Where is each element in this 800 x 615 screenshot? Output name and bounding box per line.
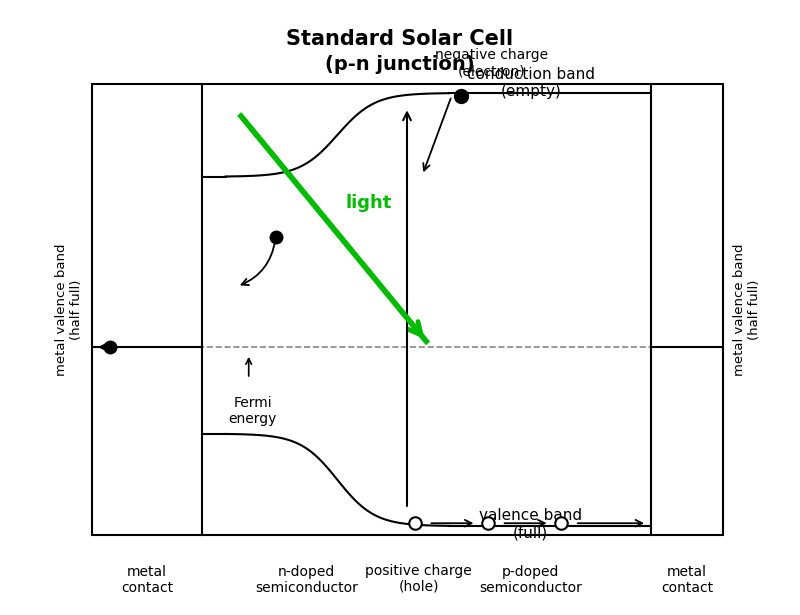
Text: n-doped
semiconductor: n-doped semiconductor bbox=[255, 565, 358, 595]
Text: conduction band
(empty): conduction band (empty) bbox=[467, 66, 595, 99]
Text: Fermi
energy: Fermi energy bbox=[228, 396, 277, 426]
Text: positive charge
(hole): positive charge (hole) bbox=[365, 564, 472, 594]
Text: metal valence band
(half full): metal valence band (half full) bbox=[733, 244, 761, 376]
Text: metal
contact: metal contact bbox=[661, 565, 713, 595]
Text: metal valence band
(half full): metal valence band (half full) bbox=[54, 244, 82, 376]
Text: light: light bbox=[345, 194, 391, 212]
Text: valence band
(full): valence band (full) bbox=[479, 509, 582, 541]
Text: negative charge
(electron): negative charge (electron) bbox=[435, 49, 548, 79]
Text: Standard Solar Cell: Standard Solar Cell bbox=[286, 30, 514, 49]
Text: metal
contact: metal contact bbox=[121, 565, 174, 595]
Text: (p-n junction): (p-n junction) bbox=[325, 55, 475, 74]
Text: p-doped
semiconductor: p-doped semiconductor bbox=[479, 565, 582, 595]
